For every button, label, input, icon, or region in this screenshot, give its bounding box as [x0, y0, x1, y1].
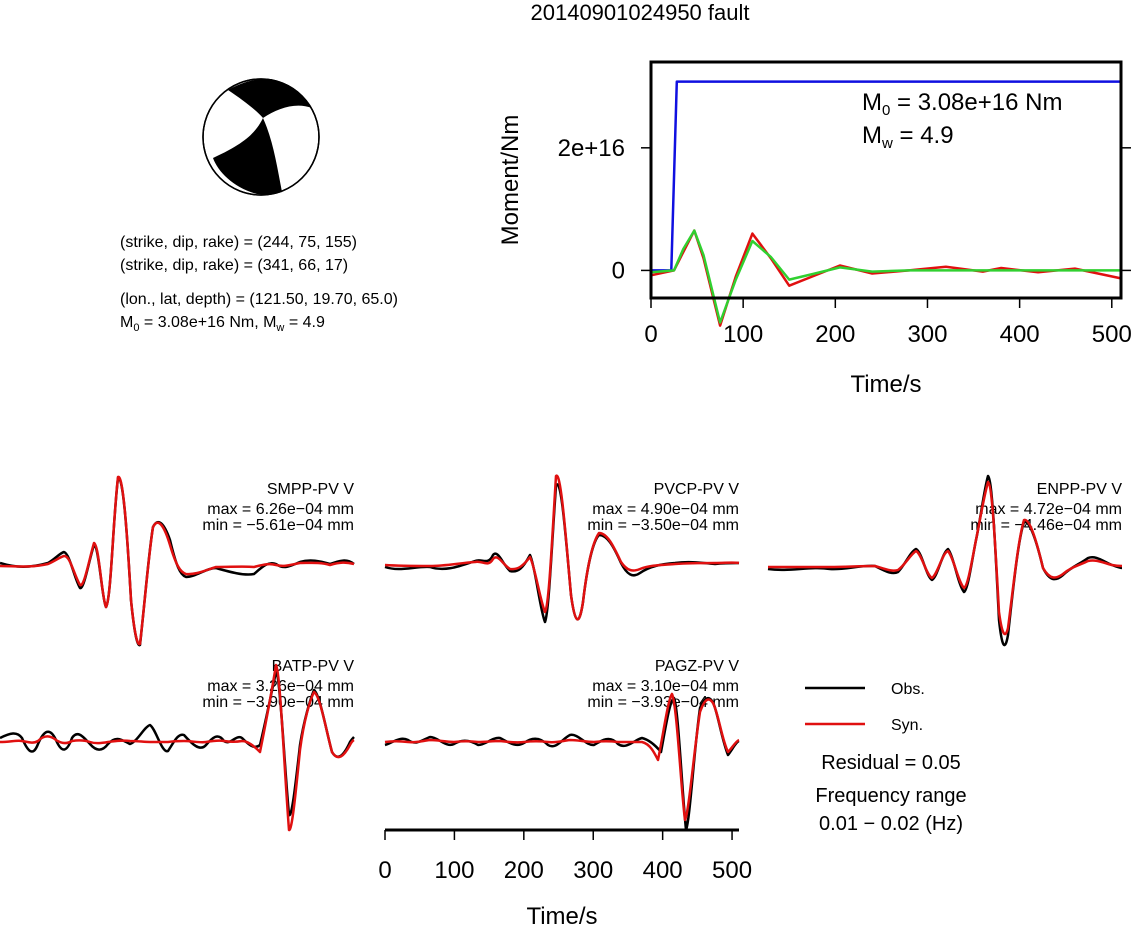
station-min: min = −5.61e−04 mm	[202, 517, 354, 534]
mechanism-moment: M0 = 3.08e+16 Nm, Mw = 4.9	[120, 314, 325, 334]
station-name: BATP-PV V	[272, 658, 355, 675]
moment-series-line-2	[650, 229, 1121, 324]
moment-axis-ticks: 0 2e+16 0 100 200 300 400 500	[558, 135, 1132, 348]
moment-xtick-label: 300	[907, 321, 947, 348]
moment-ytick-label: 0	[612, 257, 625, 284]
moment-plot-frame	[649, 60, 1123, 300]
waveform-xtick-label: 200	[504, 857, 544, 884]
waveform-xtick-label: 300	[573, 857, 613, 884]
station-name: PAGZ-PV V	[655, 658, 739, 675]
beachball-icon	[202, 78, 320, 196]
station-max: max = 6.26e−04 mm	[207, 501, 354, 518]
figure-title: 20140901024950 fault	[531, 0, 750, 25]
waveform-xlabel: Time/s	[526, 903, 597, 926]
waveform-xtick-label: 400	[643, 857, 683, 884]
waveform-time-axis: Time/s 0 100 200 300 400 500	[378, 828, 752, 930]
syn-trace	[384, 692, 740, 822]
station-min: min = −3.90e−04 mm	[202, 694, 354, 711]
station-max: max = 4.72e−04 mm	[975, 501, 1122, 518]
waveform-xtick-label: 100	[434, 857, 474, 884]
legend-syn-label: Syn.	[891, 717, 923, 734]
station-max: max = 3.10e−04 mm	[592, 678, 739, 695]
station-max: max = 4.90e−04 mm	[592, 501, 739, 518]
moment-series-line-1	[650, 229, 1122, 327]
moment-plot: Moment/Nm Time/s 02e+160 100 200 300 400 500 …	[497, 60, 1132, 398]
waveform-xtick-label: 0	[378, 857, 391, 884]
legend-obs-label: Obs.	[891, 681, 925, 698]
station-min: min = −4.46e−04 mm	[970, 517, 1122, 534]
legend: Obs. Syn. Residual = 0.05 Frequency rang…	[805, 681, 967, 835]
moment-ylabel: Moment/Nm	[497, 115, 524, 246]
frequency-range-value: 0.01 − 0.02 (Hz)	[819, 813, 963, 835]
moment-xlabel: Time/s	[850, 371, 921, 398]
moment-m0-label: M0 = 3.08e+16 Nm	[862, 89, 1062, 119]
waveform-panel-pvcp: PVCP-PV V max = 4.90e−04 mm min = −3.50e…	[384, 474, 740, 624]
moment-xtick-label: 200	[815, 321, 855, 348]
mechanism-location: (lon., lat, depth) = (121.50, 19.70, 65.…	[120, 291, 398, 308]
moment-series	[650, 80, 1122, 327]
syn-trace	[768, 480, 1123, 636]
waveform-panel-batp: BATP-PV V max = 3.26e−04 mm min = −3.90e…	[0, 658, 355, 832]
obs-trace	[384, 696, 740, 832]
syn-trace	[0, 475, 355, 646]
moment-xtick-label: 500	[1092, 321, 1132, 348]
station-name: SMPP-PV V	[267, 481, 354, 498]
moment-xtick-label: 0	[644, 321, 657, 348]
mechanism-plane-1: (strike, dip, rake) = (244, 75, 155)	[120, 234, 357, 251]
moment-xtick-label: 400	[1000, 321, 1040, 348]
moment-xtick-label: 100	[723, 321, 763, 348]
waveform-panel-enpp: ENPP-PV V max = 4.72e−04 mm min = −4.46e…	[767, 474, 1123, 647]
residual-label: Residual = 0.05	[821, 752, 961, 774]
station-name: ENPP-PV V	[1037, 481, 1123, 498]
frequency-range-label: Frequency range	[815, 785, 966, 807]
station-max: max = 3.26e−04 mm	[207, 678, 354, 695]
station-name: PVCP-PV V	[654, 481, 740, 498]
station-min: min = −3.50e−04 mm	[587, 517, 739, 534]
waveform-panel-pagz: PAGZ-PV V max = 3.10e−04 mm min = −3.93e…	[384, 658, 740, 832]
syn-trace	[384, 474, 740, 621]
moment-mw-label: Mw = 4.9	[862, 122, 954, 152]
syn-trace	[0, 663, 355, 832]
mechanism-plane-2: (strike, dip, rake) = (341, 66, 17)	[120, 257, 348, 274]
waveform-panel-smpp: SMPP-PV V max = 6.26e−04 mm min = −5.61e…	[0, 475, 355, 647]
moment-ytick-label: 2e+16	[558, 135, 625, 162]
waveform-xtick-label: 500	[712, 857, 752, 884]
